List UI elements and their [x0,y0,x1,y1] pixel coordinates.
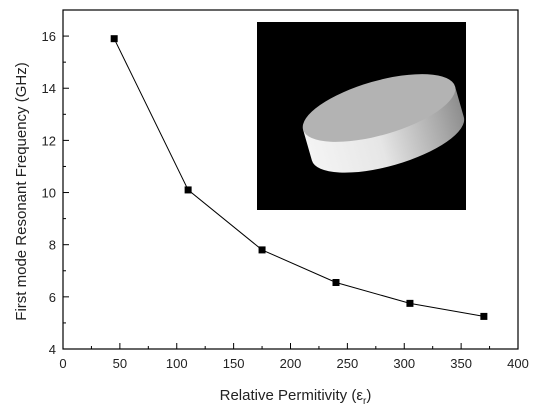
data-point [258,246,266,254]
y-tick-labels: 4 6 8 10 12 14 16 [42,29,56,357]
x-axis-label: Relative Permitivity (εr) [220,387,372,407]
series-line [113,38,484,317]
y-tick-label: 14 [42,81,56,96]
y-tick-label: 4 [49,342,56,357]
inset-image [257,22,466,210]
y-axis-label: First mode Resonant Frequency (GHz) [13,62,30,320]
x-tick-label: 0 [59,356,66,371]
x-tick-labels: 0 50 100 150 200 250 300 350 400 [59,356,528,371]
data-point [332,279,340,287]
y-tick-label: 12 [42,133,56,148]
cylinder-resonator-icon [302,74,465,173]
data-point [406,299,414,307]
epsilon-subscript: r [363,396,367,407]
epsilon-symbol: ε [356,387,363,404]
data-point [184,186,192,194]
x-tick-label: 300 [393,356,415,371]
axis-ticks [62,35,519,350]
x-tick-label: 50 [113,356,127,371]
x-tick-label: 250 [337,356,359,371]
y-tick-label: 8 [49,238,56,253]
x-tick-label: 350 [450,356,472,371]
y-tick-label: 10 [42,186,56,201]
x-tick-label: 100 [166,356,188,371]
data-point [110,35,118,43]
data-markers [110,35,488,320]
x-tick-label: 150 [223,356,245,371]
y-tick-label: 16 [42,29,56,44]
x-tick-label: 200 [280,356,302,371]
data-point [480,312,488,320]
x-tick-label: 400 [507,356,529,371]
y-tick-label: 6 [49,290,56,305]
